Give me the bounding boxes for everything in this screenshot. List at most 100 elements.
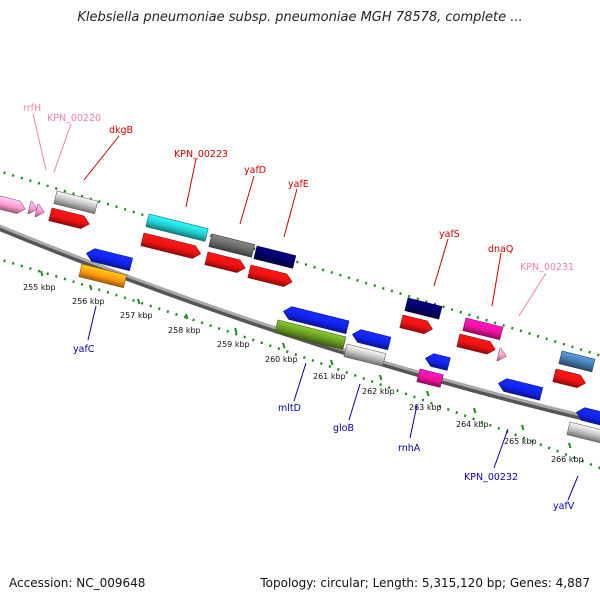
kbp-tick-mark bbox=[137, 298, 141, 305]
label-leader-line bbox=[491, 252, 502, 307]
label-leader-line bbox=[53, 123, 72, 173]
kbp-tick-mark bbox=[568, 442, 572, 449]
gene-feature-shape bbox=[343, 343, 387, 367]
label-leader-line bbox=[293, 362, 307, 402]
gene-feature-8 bbox=[145, 213, 209, 242]
gene-feature-22 bbox=[462, 317, 504, 341]
gene-feature-3 bbox=[34, 203, 45, 218]
gene-feature-shape bbox=[462, 317, 504, 341]
label-leader-line bbox=[87, 305, 97, 341]
label-leader-line bbox=[83, 135, 120, 181]
gene-feature-shape bbox=[34, 203, 45, 218]
kbp-tick-label: 264 kbp bbox=[456, 420, 489, 429]
label-leader-line bbox=[239, 175, 255, 225]
kbp-tick-mark bbox=[185, 313, 189, 320]
label-leaders bbox=[32, 113, 579, 501]
genome-stats-text: Topology: circular; Length: 5,315,120 bp… bbox=[260, 576, 590, 590]
gene-label-mltd: mltD bbox=[278, 403, 301, 414]
gene-label-kpn-00231: KPN_00231 bbox=[520, 262, 574, 273]
gene-label-rnha: rnhA bbox=[398, 443, 421, 454]
gene-feature-shape bbox=[253, 245, 297, 269]
kbp-tick-mark bbox=[379, 374, 383, 381]
gene-feature-shape bbox=[497, 378, 544, 401]
gene-label-yafd: yafD bbox=[244, 165, 266, 176]
gene-feature-27 bbox=[552, 368, 586, 388]
gene-feature-23 bbox=[456, 333, 496, 355]
kbp-tick-mark bbox=[89, 284, 93, 291]
label-leader-line bbox=[348, 383, 361, 421]
gene-label-yafs: yafS bbox=[439, 229, 460, 240]
kbp-tick-mark bbox=[473, 407, 477, 414]
kbp-tick-label: 257 kbp bbox=[120, 311, 153, 320]
gene-feature-5 bbox=[48, 207, 90, 229]
gene-feature-26 bbox=[558, 350, 596, 373]
kbp-tick-label: 260 kbp bbox=[265, 355, 298, 364]
gene-feature-12 bbox=[253, 245, 297, 269]
gene-feature-shape bbox=[566, 421, 600, 444]
gene-feature-shape bbox=[399, 314, 433, 334]
label-leader-line bbox=[185, 158, 197, 208]
gene-label-glob: gloB bbox=[333, 423, 354, 434]
gene-feature-shape bbox=[558, 350, 596, 373]
label-leader-line bbox=[493, 428, 509, 469]
gene-feature-shape bbox=[247, 264, 293, 287]
kbp-tick-label: 259 kbp bbox=[217, 340, 250, 349]
gene-feature-shape bbox=[204, 251, 246, 273]
gene-feature-shape bbox=[456, 333, 496, 355]
gene-feature-18 bbox=[404, 297, 443, 320]
gene-feature-shape bbox=[351, 329, 392, 351]
gene-feature-shape bbox=[496, 347, 507, 362]
gene-feature-17 bbox=[343, 343, 387, 367]
gene-feature-shape bbox=[78, 263, 127, 289]
gene-feature-shape bbox=[552, 368, 586, 388]
label-leader-line bbox=[518, 272, 547, 317]
gene-feature-25 bbox=[497, 378, 544, 401]
gene-feature-shape bbox=[0, 192, 26, 214]
gene-label-dnaq: dnaQ bbox=[488, 244, 513, 255]
gene-label-yafc: yafC bbox=[73, 344, 95, 355]
kbp-tick-label: 265 kbp bbox=[504, 437, 537, 446]
gene-label-yafv: yafV bbox=[553, 501, 575, 512]
gene-feature-13 bbox=[247, 264, 293, 287]
kbp-tick-mark bbox=[282, 342, 286, 349]
gene-feature-28 bbox=[575, 407, 600, 427]
gene-feature-shape bbox=[416, 368, 444, 388]
gene-features bbox=[0, 190, 600, 444]
gene-label-kpn-00223: KPN_00223 bbox=[174, 149, 228, 160]
gene-feature-15 bbox=[274, 319, 347, 350]
gene-labels: rrfH KPN_00220 dkgB KPN_00223 yafD yafE yafS dn… bbox=[23, 103, 575, 512]
gene-feature-29 bbox=[566, 421, 600, 444]
gene-feature-11 bbox=[204, 251, 246, 273]
label-leader-line bbox=[433, 238, 449, 287]
gene-feature-shape bbox=[27, 200, 38, 215]
gene-feature-2 bbox=[27, 200, 38, 215]
gene-feature-4 bbox=[53, 190, 99, 215]
gene-feature-shape bbox=[208, 233, 256, 258]
gene-feature-1 bbox=[0, 192, 26, 214]
kbp-tick-label: 255 kbp bbox=[23, 283, 56, 292]
label-leader-line bbox=[409, 404, 418, 439]
kbp-tick-label: 266 kbp bbox=[551, 455, 584, 464]
gene-feature-9 bbox=[140, 232, 202, 259]
kbp-tick-mark bbox=[40, 270, 44, 277]
label-leader-line bbox=[283, 188, 298, 238]
gene-feature-7 bbox=[78, 263, 127, 289]
gene-feature-20 bbox=[424, 353, 451, 371]
gene-feature-shape bbox=[48, 207, 90, 229]
kbp-tick-label: 263 kbp bbox=[409, 403, 442, 412]
gene-feature-14 bbox=[282, 306, 350, 334]
kbp-tick-mark bbox=[330, 359, 334, 366]
label-leader-line bbox=[32, 113, 47, 171]
gene-label-kpn-00232: KPN_00232 bbox=[464, 472, 518, 483]
kbp-tick-mark bbox=[234, 327, 238, 334]
kbp-tick-mark bbox=[426, 390, 430, 397]
gene-feature-shape bbox=[282, 306, 350, 334]
gene-feature-shape bbox=[424, 353, 451, 371]
map-title: Klebsiella pneumoniae subsp. pneumoniae … bbox=[77, 10, 523, 25]
gene-label-dkgb: dkgB bbox=[109, 125, 133, 136]
gene-label-kpn-00220: KPN_00220 bbox=[47, 113, 101, 124]
gene-label-rrfh: rrfH bbox=[23, 103, 41, 114]
gene-feature-shape bbox=[53, 190, 99, 215]
gene-label-yafe: yafE bbox=[288, 179, 309, 190]
